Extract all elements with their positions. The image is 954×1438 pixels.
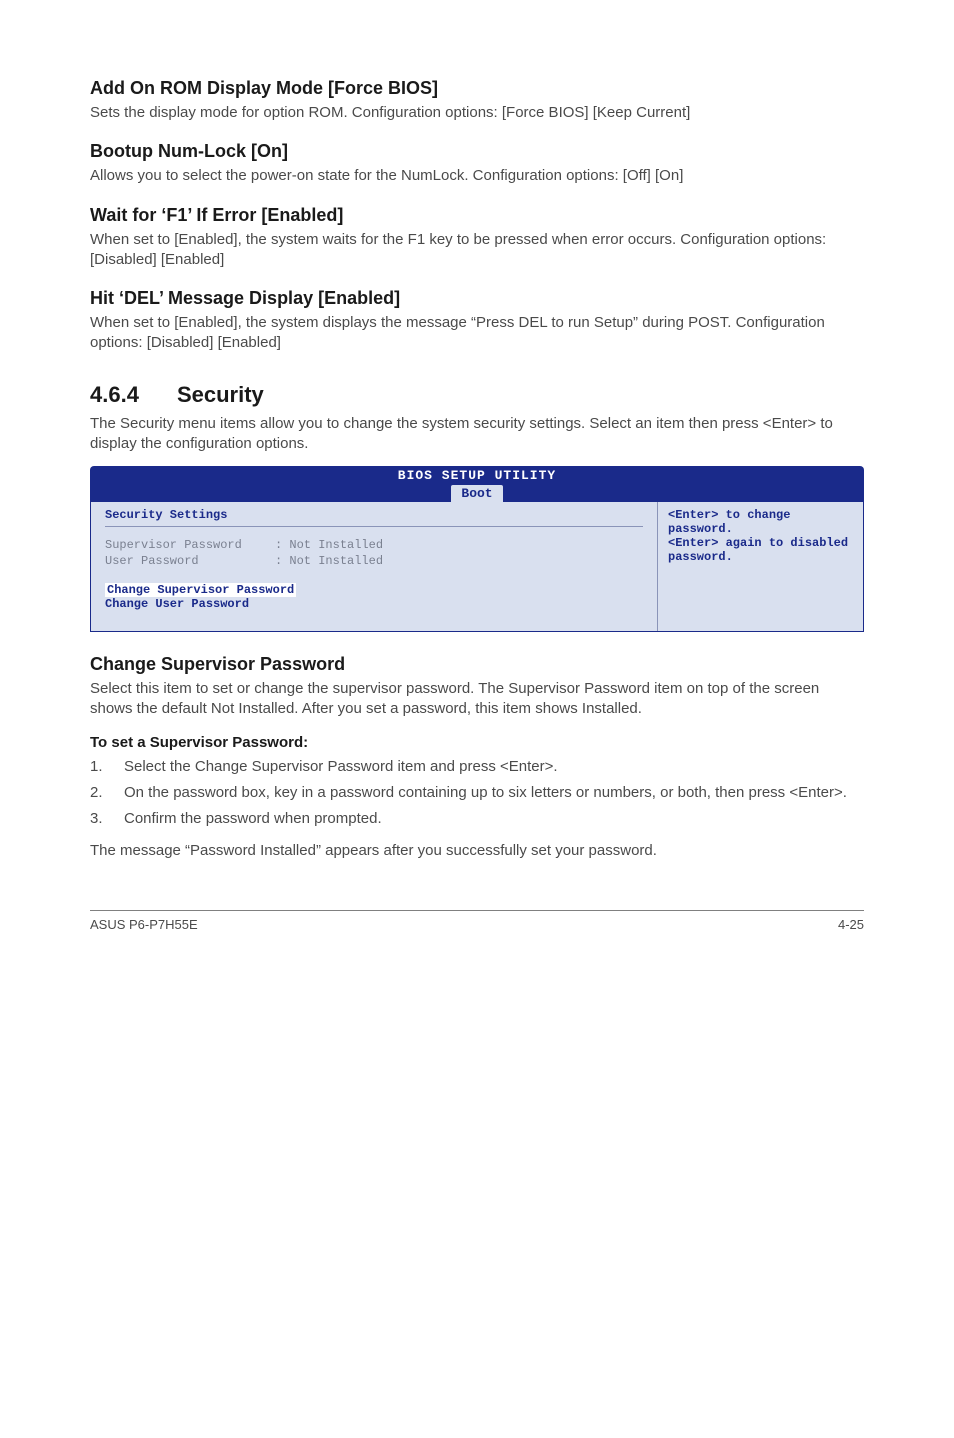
bios-header-title: BIOS SETUP UTILITY bbox=[90, 468, 864, 483]
bios-header: BIOS SETUP UTILITY Boot bbox=[90, 466, 864, 502]
bios-left-panel: Security Settings Supervisor Password No… bbox=[91, 502, 658, 631]
body-after-set: The message “Password Installed” appears… bbox=[90, 841, 864, 861]
subhead-to-set: To set a Supervisor Password: bbox=[90, 734, 864, 751]
heading-wait-f1: Wait for ‘F1’ If Error [Enabled] bbox=[90, 205, 864, 226]
bios-sup-label: Supervisor Password bbox=[105, 537, 275, 553]
steps-list: Select the Change Supervisor Password it… bbox=[90, 757, 864, 830]
section-header-security: 4.6.4 Security bbox=[90, 382, 864, 408]
heading-hit-del: Hit ‘DEL’ Message Display [Enabled] bbox=[90, 288, 864, 309]
bios-change-supervisor: Change Supervisor Password bbox=[105, 583, 296, 597]
section-title: Security bbox=[177, 382, 264, 408]
heading-add-on-rom: Add On ROM Display Mode [Force BIOS] bbox=[90, 78, 864, 99]
bios-usr-value: Not Installed bbox=[275, 553, 383, 569]
security-intro: The Security menu items allow you to cha… bbox=[90, 414, 864, 455]
step-2: On the password box, key in a password c… bbox=[90, 783, 864, 803]
bios-row-supervisor: Supervisor Password Not Installed bbox=[105, 537, 643, 553]
bios-sup-value: Not Installed bbox=[275, 537, 383, 553]
body-bootup-numlock: Allows you to select the power-on state … bbox=[90, 166, 864, 186]
bios-help-panel: <Enter> to change password. <Enter> agai… bbox=[658, 502, 863, 631]
step-3: Confirm the password when prompted. bbox=[90, 809, 864, 829]
step-1: Select the Change Supervisor Password it… bbox=[90, 757, 864, 777]
bios-screenshot: BIOS SETUP UTILITY Boot Security Setting… bbox=[90, 466, 864, 632]
step-1-text: Select the Change Supervisor Password it… bbox=[124, 757, 558, 777]
body-change-supervisor: Select this item to set or change the su… bbox=[90, 679, 864, 720]
step-2-text: On the password box, key in a password c… bbox=[124, 783, 847, 803]
body-hit-del: When set to [Enabled], the system displa… bbox=[90, 313, 864, 354]
page-footer: ASUS P6-P7H55E 4-25 bbox=[90, 910, 864, 932]
bios-change-user: Change User Password bbox=[105, 597, 249, 611]
bios-help-text: <Enter> to change password. <Enter> agai… bbox=[668, 508, 853, 564]
section-number: 4.6.4 bbox=[90, 382, 139, 408]
body-add-on-rom: Sets the display mode for option ROM. Co… bbox=[90, 103, 864, 123]
body-wait-f1: When set to [Enabled], the system waits … bbox=[90, 230, 864, 271]
footer-right: 4-25 bbox=[838, 917, 864, 932]
heading-bootup-numlock: Bootup Num-Lock [On] bbox=[90, 141, 864, 162]
bios-tab-boot: Boot bbox=[451, 485, 502, 502]
bios-highlight-block: Change Supervisor Password Change User P… bbox=[105, 583, 643, 611]
bios-panel-title: Security Settings bbox=[105, 508, 643, 527]
heading-change-supervisor: Change Supervisor Password bbox=[90, 654, 864, 675]
bios-body: Security Settings Supervisor Password No… bbox=[90, 502, 864, 632]
bios-usr-label: User Password bbox=[105, 553, 275, 569]
step-3-text: Confirm the password when prompted. bbox=[124, 809, 382, 829]
bios-row-user: User Password Not Installed bbox=[105, 553, 643, 569]
footer-left: ASUS P6-P7H55E bbox=[90, 917, 198, 932]
